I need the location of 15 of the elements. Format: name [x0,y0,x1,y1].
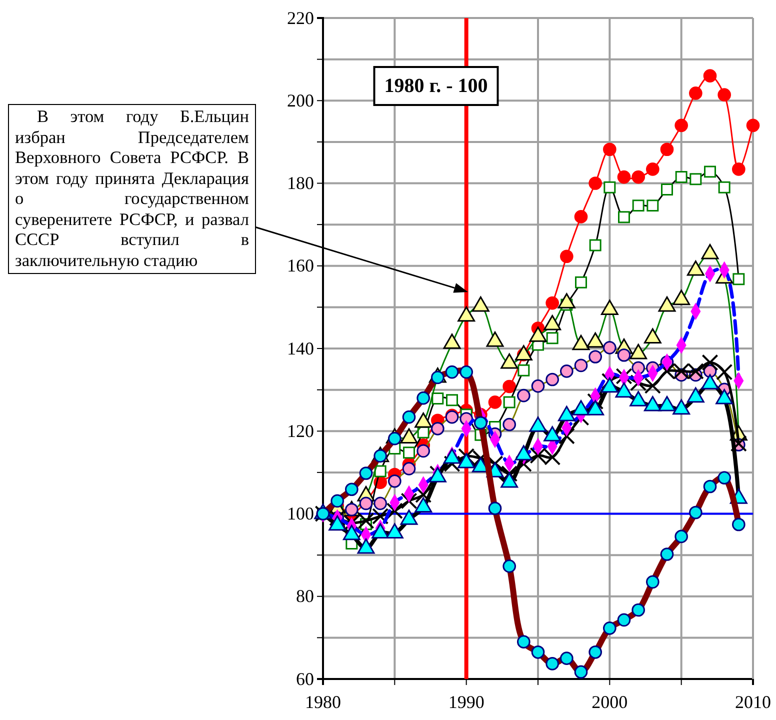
y-tick-label: 60 [296,668,314,689]
y-tick-label: 200 [287,90,314,110]
y-tick-label: 120 [287,420,314,441]
x-tick-label: 2000 [592,692,628,712]
y-tick-label: 220 [287,8,314,28]
x-tick-label: 1990 [448,692,484,712]
x-tick-label: 2010 [735,692,771,712]
y-tick-label: 80 [296,586,314,606]
y-tick-label: 180 [287,173,314,194]
y-tick-label: 140 [287,338,314,358]
text: В этом году Б.Ельцин избран Председателем Верховного Совета РСФСР. В этом году принята Декларация о государственном суверенитете РСФСР, и развал СССР вступил в заключительную стадию [8,104,256,274]
y-tick-label: 100 [287,504,314,524]
annotation: 1980 г. - 100 [384,75,488,97]
y-tick-label: 160 [287,256,314,276]
x-tick-label: 1980 [305,692,341,712]
